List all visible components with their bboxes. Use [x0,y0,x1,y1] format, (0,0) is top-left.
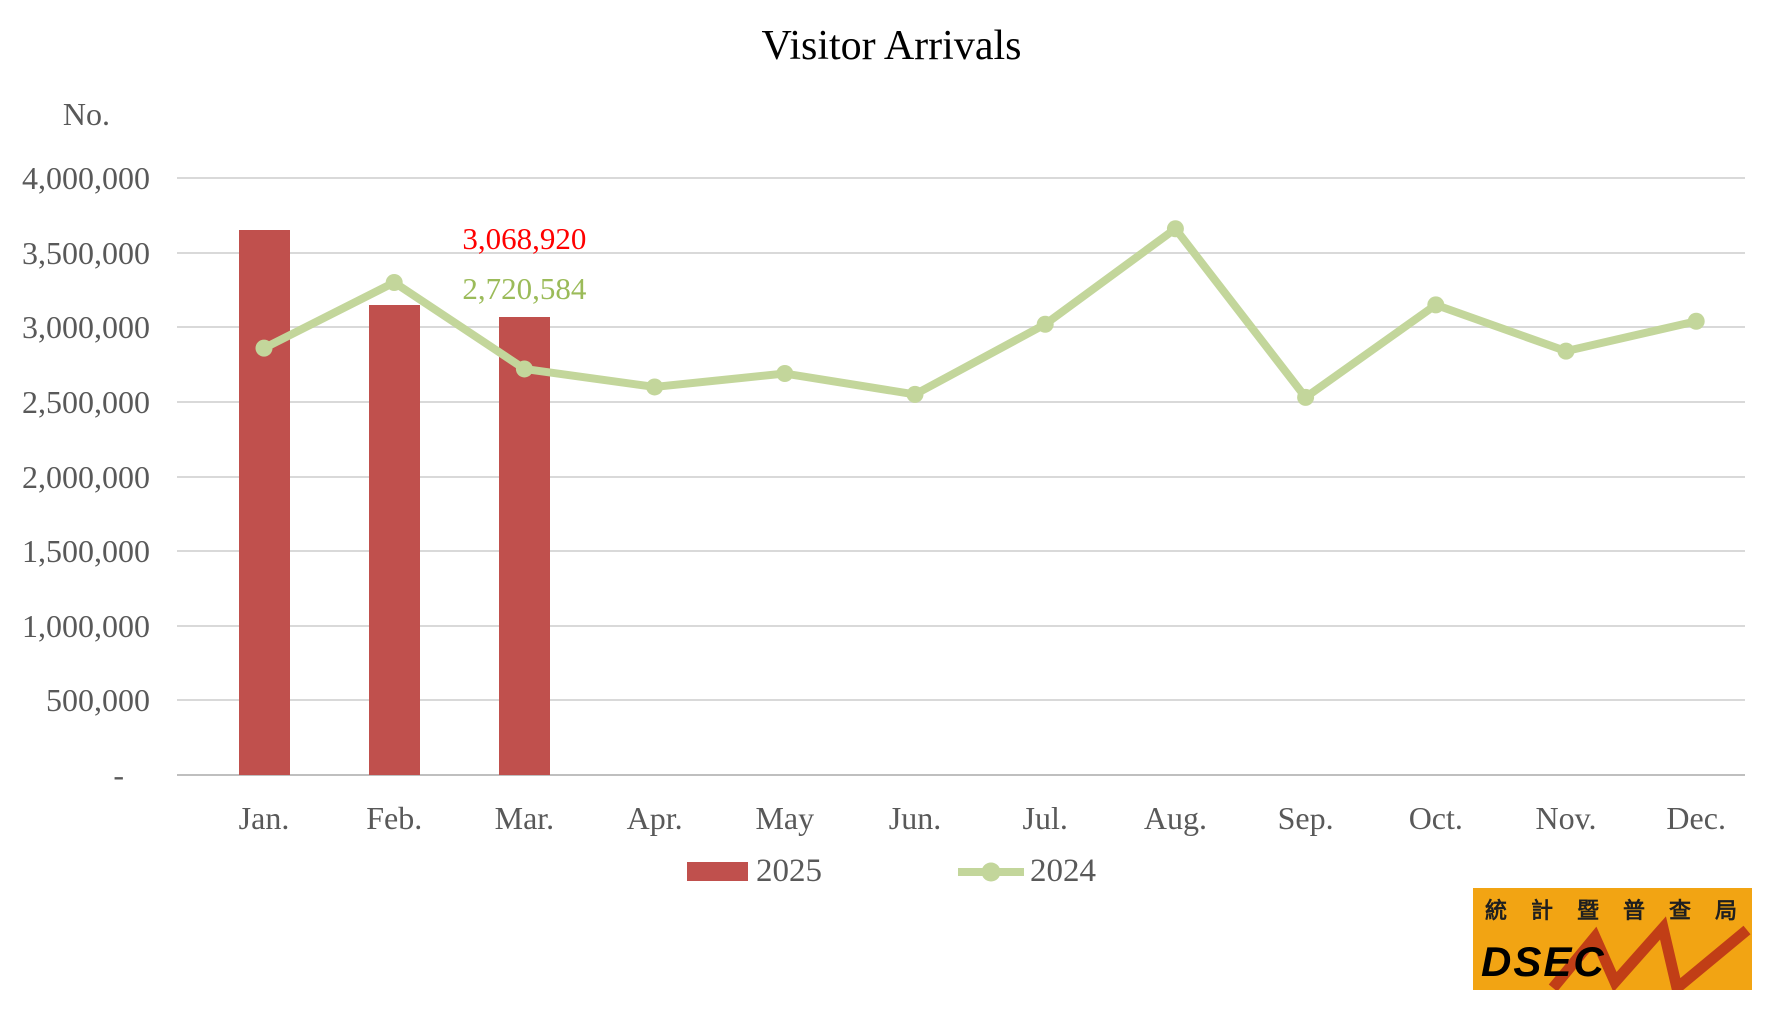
line-marker-oct [1427,296,1445,314]
x-label-dec: Dec. [1666,800,1726,836]
gridline [177,177,1745,179]
gridline [177,699,1745,702]
legend-item-2024: 2024 [958,855,1096,888]
legend-label-2025: 2025 [756,853,822,889]
dsec-logo: 統計暨普查局 DSEC [1473,888,1752,990]
x-label-apr: Apr. [626,800,683,836]
legend-label-2024: 2024 [1030,853,1096,889]
y-tick-label: - [113,757,124,793]
y-tick-label: 4,000,000 [22,160,150,196]
gridline [177,624,1745,627]
y-tick-label: 3,000,000 [22,309,150,346]
y-tick-label: 1,500,000 [22,533,150,570]
x-label-oct: Oct. [1408,800,1463,836]
line-marker-sep [1297,388,1315,406]
bar-mar [498,316,550,775]
gridline [177,400,1745,403]
legend-line-swatch-icon [958,862,1024,881]
line-marker-aug [1166,220,1184,238]
legend-item-2025: 2025 [687,855,822,888]
bar-jan [238,230,290,775]
data-label-2024: 2,720,584 [462,271,587,306]
y-tick-label: 2,500,000 [22,383,150,420]
legend-bar-swatch-icon [687,862,748,881]
data-label-2025: 3,068,920 [462,221,587,256]
line-marker-jul [1036,315,1054,333]
legend: 2025 2024 [0,855,1783,888]
y-tick-label: 1,000,000 [22,607,150,644]
gridline [177,251,1745,254]
chart-title: Visitor Arrivals [761,23,1022,69]
line-marker-jan [255,339,273,357]
gridline [177,326,1745,329]
line-marker-may [776,365,794,383]
line-2024-path [260,224,1701,402]
x-label-nov: Nov. [1535,800,1597,836]
x-label-jan: Jan. [238,800,290,836]
line-marker-apr [646,378,664,396]
bar-feb [368,304,420,775]
gridline [177,550,1745,553]
line-marker-jun [906,385,924,403]
gridline [177,475,1745,478]
line-marker-feb [385,273,403,291]
y-axis-unit-label: No. [62,96,110,132]
x-label-sep: Sep. [1277,800,1334,836]
x-axis-line [177,774,1745,776]
y-tick-label: 500,000 [46,682,150,719]
line-marker-mar [515,360,533,378]
dsec-zigzag-icon [1548,916,1751,990]
x-label-mar: Mar. [494,800,555,836]
line-marker-dec [1687,312,1705,330]
x-label-jul: Jul. [1022,800,1068,836]
legend-line-marker-icon [981,862,1001,881]
y-tick-label: 2,000,000 [22,458,150,495]
line-marker-nov [1557,342,1575,360]
x-label-aug: Aug. [1143,800,1207,836]
y-tick-label: 3,500,000 [22,234,150,271]
x-label-feb: Feb. [366,800,423,836]
x-label-jun: Jun. [888,800,942,836]
x-label-may: May [755,800,815,836]
dsec-logo-latin-text: DSEC [1481,938,1606,985]
dsec-logo-chinese-text: 統計暨普查局 [1485,898,1762,923]
